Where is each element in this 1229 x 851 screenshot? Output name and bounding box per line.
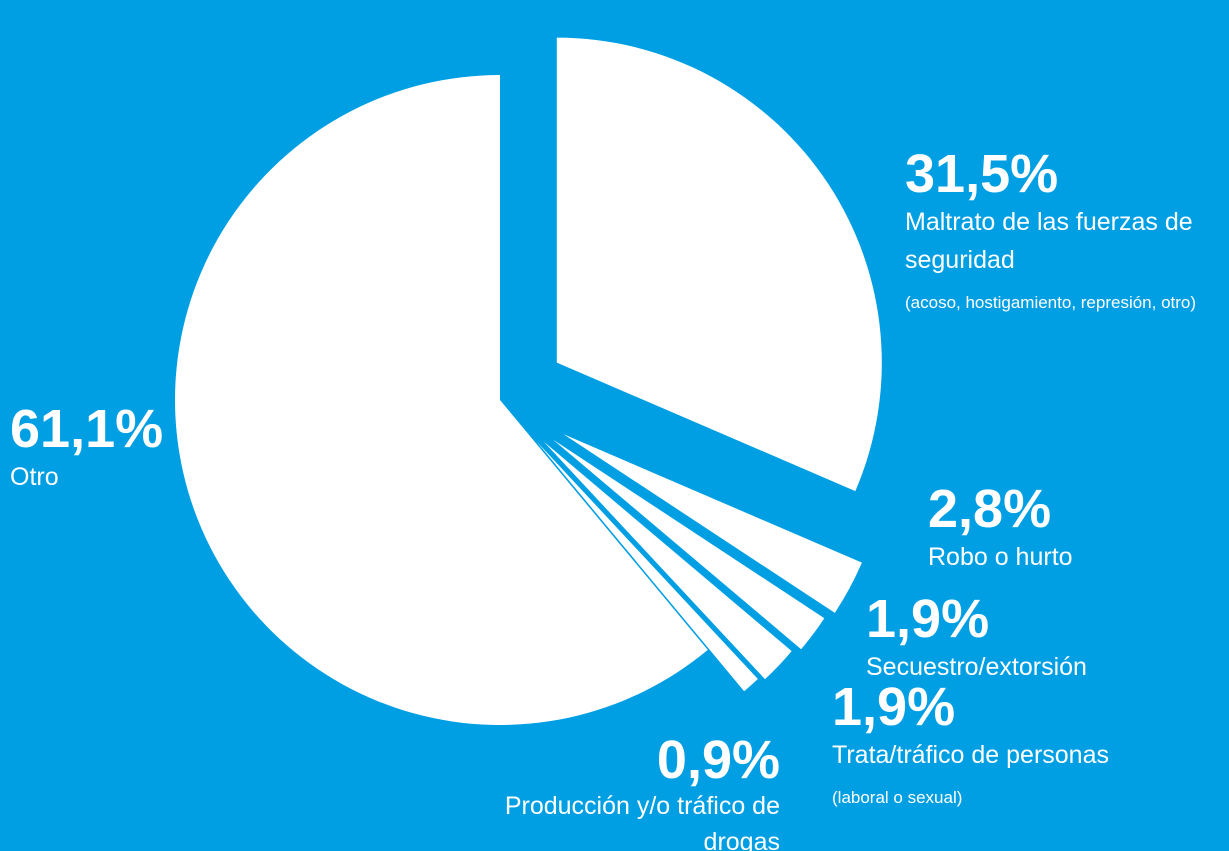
percent-label-trata: 1,9% bbox=[832, 677, 955, 737]
label-group-otro: 61,1% Otro bbox=[10, 399, 163, 491]
pie-slice-robo bbox=[563, 434, 862, 613]
slice-note-maltrato: (acoso, hostigamiento, represión, otro) bbox=[905, 293, 1196, 312]
slice-label-robo: Robo o hurto bbox=[928, 543, 1073, 571]
label-group-robo: 2,8% Robo o hurto bbox=[928, 479, 1073, 571]
pie-slice-maltrato bbox=[556, 37, 882, 492]
label-group-maltrato: 31,5% Maltrato de las fuerzas de seguridad… bbox=[905, 144, 1196, 312]
slice-label-otro: Otro bbox=[10, 463, 59, 491]
pie-labels: 31,5% Maltrato de las fuerzas de seguridad… bbox=[10, 144, 1196, 851]
slice-note-trata: (laboral o sexual) bbox=[832, 788, 962, 807]
percent-label-otro: 61,1% bbox=[10, 399, 163, 459]
percent-label-maltrato: 31,5% bbox=[905, 144, 1058, 204]
pie-slice-otro bbox=[175, 75, 708, 725]
pie-slice-trata bbox=[543, 441, 792, 680]
slice-label-maltrato-line2: seguridad bbox=[905, 246, 1015, 274]
pie-slice-drogas bbox=[536, 441, 758, 692]
slice-label-drogas: Producción y/o tráfico de bbox=[505, 792, 780, 820]
label-group-drogas: 0,9%Producción y/o tráfico de drogas bbox=[505, 730, 780, 851]
slice-label-secuestro: Secuestro/extorsión bbox=[866, 653, 1087, 681]
pie-slice-secuestro bbox=[552, 439, 825, 650]
slice-label-maltrato: Maltrato de las fuerzas de bbox=[905, 208, 1193, 236]
label-group-secuestro: 1,9% Secuestro/extorsión bbox=[866, 589, 1087, 681]
percent-label-robo: 2,8% bbox=[928, 479, 1051, 539]
percent-label-drogas: 0,9% bbox=[657, 730, 780, 790]
slice-label-drogas-line2: drogas bbox=[704, 828, 780, 851]
pie-slices bbox=[175, 37, 882, 725]
percent-label-secuestro: 1,9% bbox=[866, 589, 989, 649]
slice-label-trata: Trata/tráfico de personas bbox=[832, 741, 1109, 769]
label-group-trata: 1,9% Trata/tráfico de personas (laboral o … bbox=[832, 677, 1109, 807]
